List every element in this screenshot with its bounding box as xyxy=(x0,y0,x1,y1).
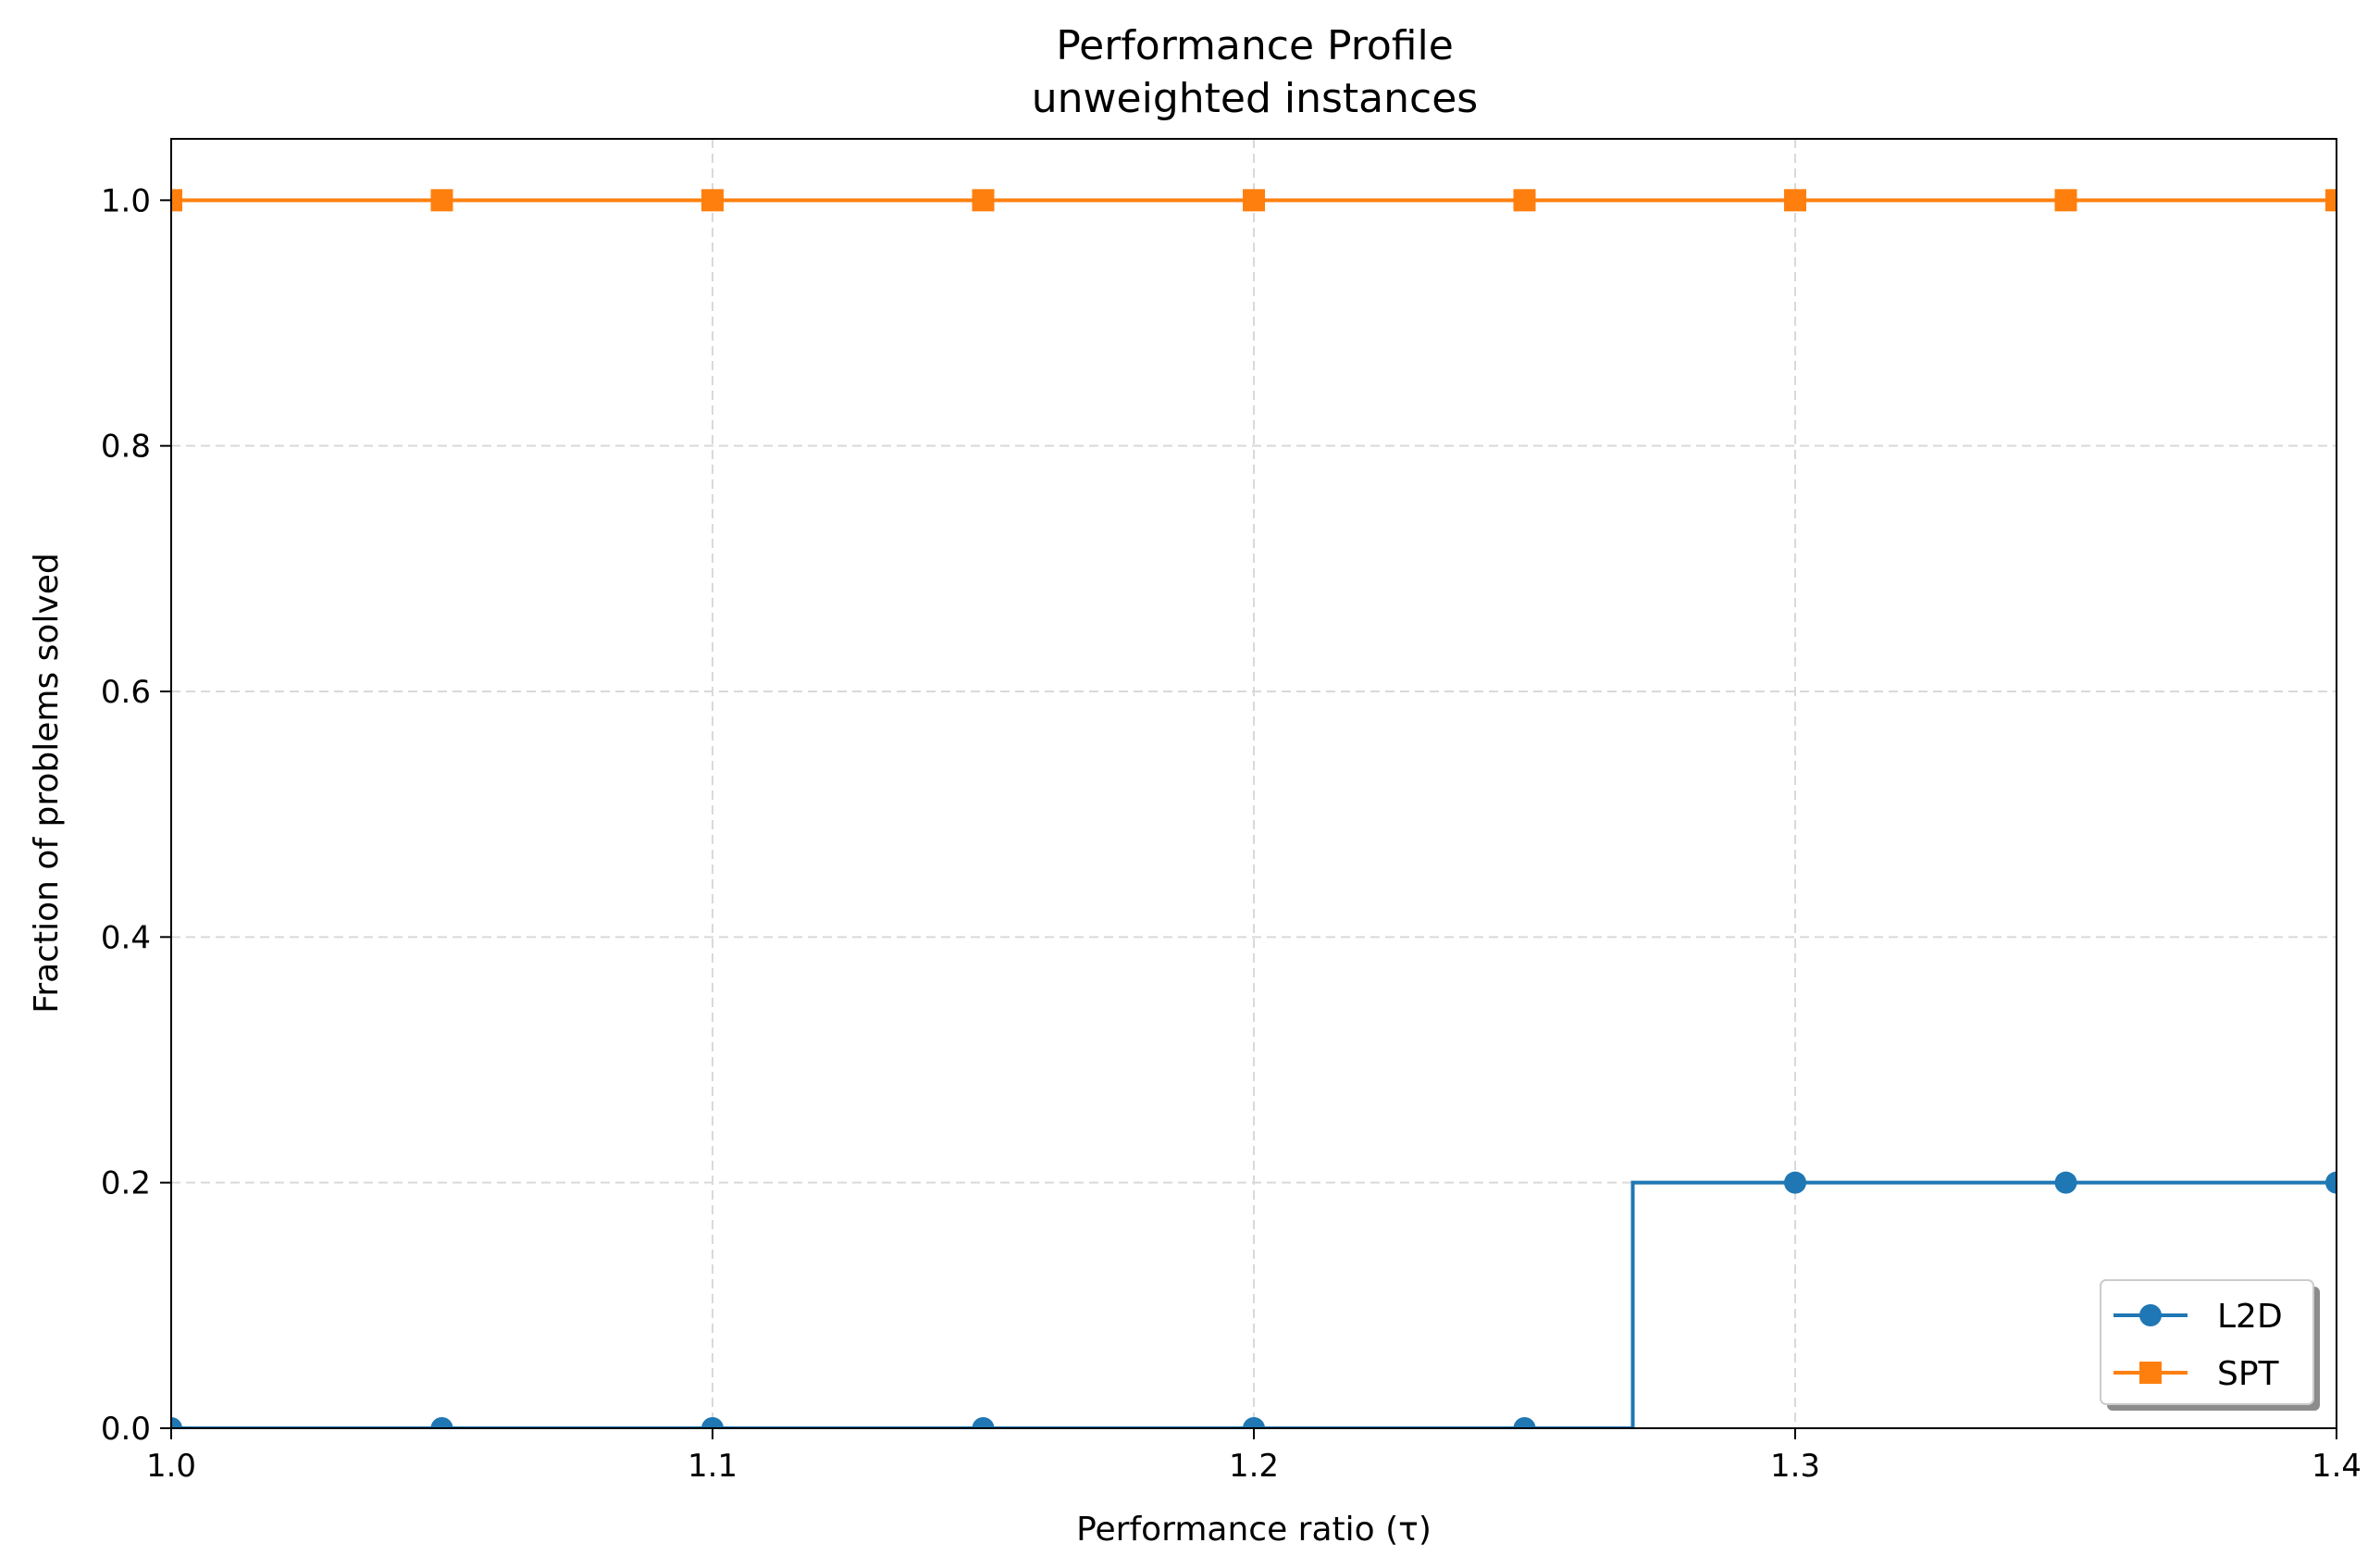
legend-label-spt: SPT xyxy=(2217,1355,2280,1393)
data-point-spt xyxy=(1243,189,1265,212)
data-point-l2d xyxy=(972,1417,995,1429)
data-point-spt xyxy=(1784,189,1806,212)
legend-label-l2d: L2D xyxy=(2217,1298,2283,1336)
data-point-spt xyxy=(2054,189,2077,212)
chart-subtitle: unweighted instances xyxy=(1032,75,1478,122)
legend-swatch-marker xyxy=(2139,1362,2162,1384)
data-point-spt xyxy=(972,189,995,212)
data-point-l2d xyxy=(2325,1171,2337,1194)
data-point-l2d xyxy=(701,1417,724,1429)
data-point-spt xyxy=(430,189,453,212)
x-tick-label: 1.4 xyxy=(2312,1448,2361,1485)
x-tick-label: 1.0 xyxy=(146,1448,196,1485)
y-tick-label: 0.0 xyxy=(101,1411,151,1448)
data-point-l2d xyxy=(1784,1171,1806,1194)
data-point-l2d xyxy=(2054,1171,2077,1194)
y-tick-label: 0.2 xyxy=(101,1165,151,1202)
x-tick-label: 1.2 xyxy=(1229,1448,1279,1485)
x-tick-label: 1.1 xyxy=(688,1448,738,1485)
chart-title: Performance Profile xyxy=(1056,22,1454,69)
series-spt xyxy=(170,189,2337,212)
data-point-l2d xyxy=(1513,1417,1536,1429)
y-axis-label: Fraction of problems solved xyxy=(28,553,66,1014)
data-point-spt xyxy=(1513,189,1536,212)
data-point-spt xyxy=(701,189,724,212)
legend-swatch-marker xyxy=(2139,1304,2162,1326)
legend: L2D SPT xyxy=(2100,1279,2320,1411)
y-tick-label: 0.4 xyxy=(101,919,151,956)
data-point-spt xyxy=(2325,189,2337,212)
data-point-spt xyxy=(170,189,182,212)
y-tick-label: 0.6 xyxy=(101,674,151,711)
data-point-l2d xyxy=(430,1417,453,1429)
y-tick-label: 0.8 xyxy=(101,429,151,466)
y-tick-label: 1.0 xyxy=(101,182,151,219)
axis-ticks: 1.0 1.1 1.2 1.3 1.4 0.0 0.2 0.4 0.6 0.8 1.0 xyxy=(101,182,2361,1485)
x-tick-label: 1.3 xyxy=(1770,1448,1820,1485)
data-point-l2d xyxy=(1243,1417,1265,1429)
x-axis-label: Performance ratio (τ) xyxy=(1076,1511,1432,1549)
data-point-l2d xyxy=(170,1417,182,1429)
